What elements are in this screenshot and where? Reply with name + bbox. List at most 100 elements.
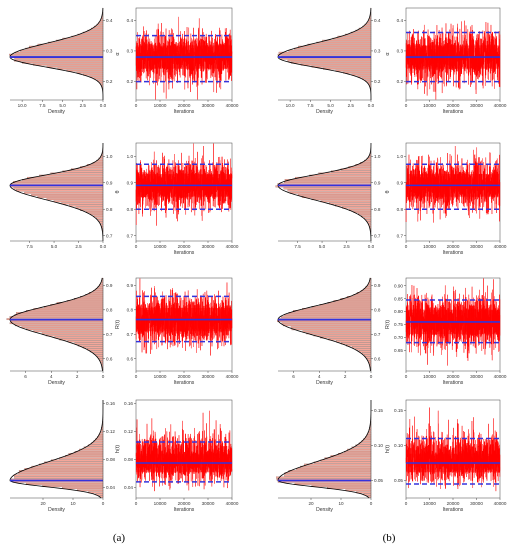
y-tick-label: 0.8: [127, 207, 134, 212]
histogram-bar: [290, 326, 372, 329]
density-curve: [9, 277, 103, 372]
y-tick-label: 0.08: [124, 457, 133, 462]
histogram-bar: [284, 314, 372, 316]
y-tick-label: 0.4: [106, 18, 113, 23]
histogram-bar: [358, 350, 372, 353]
histogram-bar: [50, 304, 104, 306]
histogram-bar: [93, 352, 104, 355]
histogram-bar: [14, 57, 104, 60]
y-tick-label: 0.8: [397, 207, 404, 212]
y-tick-label: 0.80: [394, 309, 403, 314]
histogram-bar: [62, 487, 104, 490]
density-curve: [9, 142, 104, 242]
histogram-bar: [26, 482, 104, 485]
x-tick-label: 2: [76, 374, 79, 379]
x-axis-label: Density: [48, 109, 65, 115]
y-axis-label: α: [385, 52, 391, 56]
x-tick-label: 20000: [178, 103, 191, 108]
histogram-bar: [71, 35, 104, 38]
y-tick-label: 0.04: [106, 485, 115, 490]
y-tick-label: 0.15: [394, 408, 403, 413]
histogram-bar: [355, 444, 372, 447]
x-tick-label: 2.5: [348, 103, 355, 108]
y-tick-label: 0.8: [374, 307, 381, 312]
histogram-bar: [352, 346, 372, 349]
x-tick-label: 0: [370, 374, 373, 379]
histogram-bar: [14, 314, 104, 316]
histogram-bar: [22, 179, 104, 181]
histogram-bar: [296, 468, 372, 470]
histogram-bar: [361, 215, 372, 218]
y-tick-label: 0.6: [374, 356, 381, 361]
histogram-bar: [62, 170, 104, 173]
x-axis-label: Iterations: [443, 507, 464, 513]
y-tick-label: 0.6: [106, 356, 113, 361]
x-tick-label: 0: [405, 501, 408, 506]
histogram-bar: [362, 77, 372, 80]
y-axis-label: h(t): [115, 445, 121, 453]
histogram-bar: [39, 174, 104, 177]
histogram-bar: [284, 474, 372, 477]
y-tick-label: 0.9: [106, 180, 113, 185]
x-tick-label: 2.5: [75, 244, 82, 249]
y-tick-label: 0.85: [394, 296, 403, 301]
histogram-bar: [25, 310, 104, 312]
histogram-bar: [74, 451, 104, 453]
histogram-bar: [351, 73, 372, 76]
x-tick-label: 10000: [154, 244, 167, 249]
histogram-bar: [309, 174, 372, 177]
y-tick-label: 0.12: [124, 429, 133, 434]
x-tick-label: 10.0: [286, 103, 295, 108]
x-tick-label: 40000: [226, 501, 239, 506]
x-tick-label: 0: [405, 374, 408, 379]
x-axis-label: Density: [316, 109, 333, 115]
x-tick-label: 10: [338, 501, 344, 506]
density-curve: [277, 277, 371, 372]
x-tick-label: 7.5: [307, 103, 314, 108]
y-axis-label: θ: [385, 190, 391, 193]
y-tick-label: 0.3: [127, 49, 134, 54]
x-axis-label: Density: [316, 380, 333, 386]
histogram-bar: [328, 338, 372, 341]
histogram-bar: [89, 75, 104, 78]
histogram-bar: [324, 457, 372, 460]
histogram-bar: [361, 440, 372, 443]
x-tick-label: 30000: [202, 244, 215, 249]
histogram-bar: [62, 37, 104, 40]
histogram-bar: [89, 213, 104, 215]
histogram-bar: [322, 39, 372, 42]
x-tick-label: 30000: [470, 501, 483, 506]
histogram-bar: [77, 33, 104, 36]
trace-panel-b-2: 0 10000 20000 30000 40000 0.7 0.8 0.9 1.0 Iterati…: [385, 142, 507, 256]
histogram-bar: [323, 67, 372, 70]
density-panel-b-2: 7.5 5.0 2.5 0.0 0.7 0.8 0.9 1.0: [275, 142, 381, 249]
y-tick-label: 0.08: [106, 457, 115, 462]
histogram-bar: [335, 69, 372, 72]
y-tick-label: 0.7: [374, 332, 381, 337]
x-tick-label: 40000: [494, 374, 507, 379]
histogram-bar: [327, 302, 372, 304]
y-tick-label: 0.4: [397, 18, 404, 23]
histogram-bar: [346, 344, 372, 347]
histogram-bar: [13, 474, 104, 477]
histogram-bar: [90, 350, 104, 353]
histogram-bar: [37, 196, 104, 198]
y-tick-label: 0.90: [394, 283, 403, 288]
histogram-bar: [331, 170, 372, 173]
x-tick-label: 10000: [423, 374, 436, 379]
x-axis-label: Iterations: [443, 109, 464, 115]
y-tick-label: 0.8: [374, 207, 381, 212]
histogram-bar: [277, 320, 372, 323]
histogram-bar: [287, 59, 372, 62]
histogram-bar: [281, 316, 372, 318]
histogram-bar: [59, 338, 104, 341]
x-tick-label: 30000: [470, 374, 483, 379]
y-tick-label: 0.9: [127, 180, 134, 185]
histogram-bar: [329, 202, 372, 205]
histogram-bar: [320, 459, 372, 462]
histogram-bar: [318, 172, 372, 175]
histogram-bar: [79, 448, 104, 451]
histogram-bar: [53, 200, 104, 203]
density-panel-a-2: 7.5 5.0 2.5 0.0 0.7 0.8 0.9 1.0: [9, 142, 113, 249]
histogram-bar: [95, 354, 104, 357]
